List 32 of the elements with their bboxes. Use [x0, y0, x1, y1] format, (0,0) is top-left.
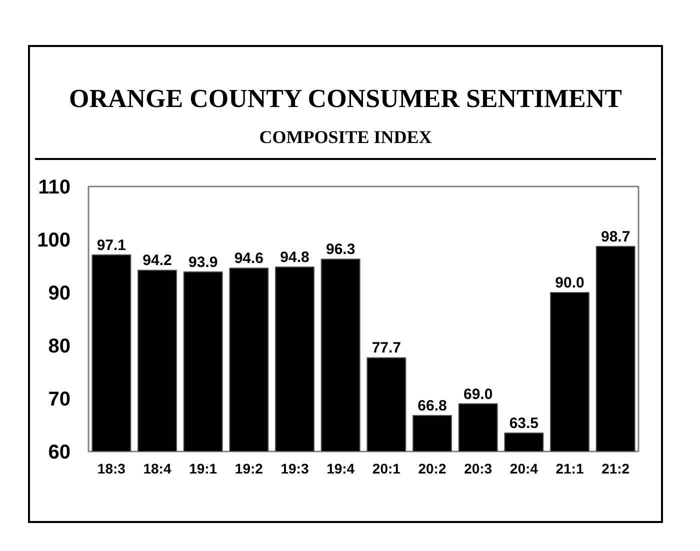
data-label: 69.0 — [463, 386, 493, 403]
data-label: 97.1 — [96, 236, 126, 254]
x-tick-label: 20:1 — [372, 460, 401, 476]
x-tick-label: 18:4 — [143, 460, 172, 476]
y-tick-label: 100 — [37, 230, 71, 252]
x-tick-label: 20:2 — [418, 460, 446, 476]
y-tick-label: 90 — [48, 282, 71, 304]
data-label: 94.8 — [280, 249, 310, 266]
x-tick-label: 19:2 — [234, 460, 264, 476]
x-tick-label: 20:4 — [510, 460, 538, 476]
data-label: 94.2 — [142, 252, 172, 270]
data-label: 66.8 — [418, 397, 447, 414]
y-tick-label: 80 — [48, 336, 71, 358]
data-label: 77.7 — [372, 340, 402, 357]
y-tick-label: 60 — [48, 442, 71, 464]
y-tick-label: 70 — [48, 388, 71, 410]
data-label: 98.7 — [600, 228, 630, 246]
chart-title: ORANGE COUNTY CONSUMER SENTIMENT — [68, 83, 622, 115]
data-label: 94.6 — [234, 250, 264, 268]
x-tick-label: 20:3 — [464, 460, 492, 476]
x-tick-label: 18:3 — [97, 460, 126, 476]
y-tick-label: 110 — [38, 176, 70, 198]
chart-subtitle: COMPOSITE INDEX — [258, 126, 433, 150]
data-label: 90.0 — [555, 274, 584, 292]
x-tick-label: 21:2 — [602, 460, 630, 476]
data-label: 63.5 — [509, 414, 539, 432]
x-tick-label: 19:1 — [189, 460, 218, 476]
x-tick-label: 21:1 — [556, 460, 584, 476]
x-tick-label: 19:4 — [326, 460, 355, 476]
data-label: 93.9 — [188, 254, 218, 271]
x-tick-label: 19:3 — [280, 460, 309, 476]
data-label: 96.3 — [326, 241, 356, 258]
